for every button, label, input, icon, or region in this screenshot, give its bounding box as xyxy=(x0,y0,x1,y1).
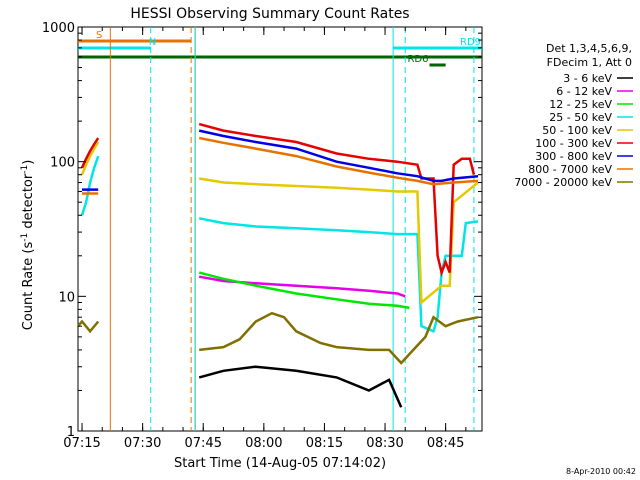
legend-label: 50 - 100 keV xyxy=(542,124,612,137)
series-group xyxy=(77,122,479,408)
status-flags: S N RD9 RD6 xyxy=(78,30,482,67)
series-line xyxy=(199,311,479,365)
flag-label: N xyxy=(149,37,156,48)
legend-label: 3 - 6 keV xyxy=(563,72,612,85)
y-axis-label: Count Rate (s-1 detector-1) xyxy=(20,160,36,331)
y-axis: 1 10 100 1000 xyxy=(42,21,482,440)
legend-label: 7000 - 20000 keV xyxy=(514,176,612,189)
legend-label: 12 - 25 keV xyxy=(549,98,612,111)
series-line xyxy=(80,141,100,176)
legend-header-line: Det 1,3,4,5,6,9, xyxy=(546,42,632,55)
flag-label: RD9 xyxy=(460,37,481,48)
flag-label: S xyxy=(96,30,102,41)
y-axis-label-part: ) xyxy=(21,160,36,165)
y-axis-label-part: detector xyxy=(21,173,36,233)
x-tick-label: 07:45 xyxy=(185,436,222,451)
plot-area xyxy=(77,26,483,432)
series-line xyxy=(198,271,410,310)
series-line xyxy=(198,275,406,298)
x-axis-label: Start Time (14-Aug-05 07:14:02) xyxy=(174,456,386,471)
y-tick-label: 1 xyxy=(67,425,75,440)
footer-timestamp: 8-Apr-2010 00:42 xyxy=(566,467,636,476)
chart-title: HESSI Observing Summary Count Rates xyxy=(130,6,409,22)
flag-label: RD6 xyxy=(407,54,428,65)
legend-header-line: FDecim 1, Att 0 xyxy=(547,56,632,69)
series-line xyxy=(198,129,479,183)
series-line xyxy=(80,155,100,216)
y-tick-label: 1000 xyxy=(42,21,75,36)
legend-label: 300 - 800 keV xyxy=(535,150,612,163)
plot-frame xyxy=(77,26,483,432)
x-tick-label: 08:30 xyxy=(366,436,403,451)
legend-label: 800 - 7000 keV xyxy=(528,163,612,176)
x-tick-label: 07:15 xyxy=(63,436,100,451)
x-axis: 07:15 07:30 07:45 08:00 08:15 08:30 08:45 xyxy=(63,27,467,451)
legend-label: 6 - 12 keV xyxy=(556,85,612,98)
series-line xyxy=(198,136,479,186)
x-tick-label: 08:45 xyxy=(427,436,464,451)
series-line xyxy=(77,319,100,334)
series-line xyxy=(198,177,479,306)
y-axis-label-part: Count Rate (s xyxy=(21,242,36,331)
series-line xyxy=(198,365,403,408)
y-axis-label-exponent: -1 xyxy=(20,165,30,174)
legend-label: 100 - 300 keV xyxy=(535,137,612,150)
legend-label: 25 - 50 keV xyxy=(549,111,612,124)
x-tick-label: 08:15 xyxy=(306,436,343,451)
y-tick-label: 10 xyxy=(58,290,75,305)
marker-lines xyxy=(109,27,475,431)
y-axis-label-exponent: -1 xyxy=(20,233,30,242)
x-tick-label: 08:00 xyxy=(245,436,282,451)
legend: Det 1,3,4,5,6,9, FDecim 1, Att 0 3 - 6 k… xyxy=(514,42,633,189)
y-tick-label: 100 xyxy=(50,156,75,171)
x-tick-label: 07:30 xyxy=(124,436,161,451)
